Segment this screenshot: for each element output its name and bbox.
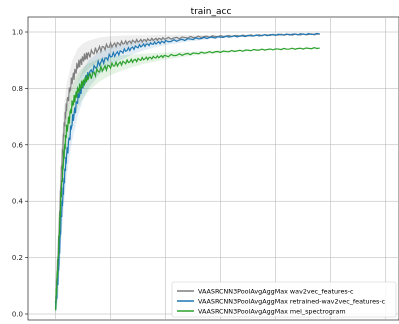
y-axis: 0.0 0.2 0.4 0.6 0.8 1.0	[12, 29, 28, 319]
legend-label-1: VAASRCNN3PoolAvgAggMax retrained-wav2vec…	[198, 298, 386, 306]
legend-box	[171, 281, 397, 318]
legend: VAASRCNN3PoolAvgAggMax wav2vec_features-…	[171, 281, 397, 318]
y-tick-label-5: 1.0	[12, 29, 23, 37]
line-series-1	[54, 32, 320, 310]
legend-label-0: VAASRCNN3PoolAvgAggMax wav2vec_features-…	[198, 288, 354, 296]
y-tick-label-0: 0.0	[12, 311, 23, 319]
series-lines	[54, 32, 320, 311]
line-series-2	[54, 46, 320, 311]
y-tick-label-4: 0.8	[12, 85, 23, 93]
y-tick-label-2: 0.4	[12, 198, 24, 206]
y-tick-label-3: 0.6	[12, 141, 24, 149]
y-tick-label-1: 0.2	[12, 254, 23, 262]
plot-area	[27, 16, 399, 321]
chart-title: train_acc	[191, 7, 232, 17]
legend-label-2: VAASRCNN3PoolAvgAggMax mel_spectrogram	[198, 308, 346, 316]
band-series-2	[55, 47, 320, 315]
